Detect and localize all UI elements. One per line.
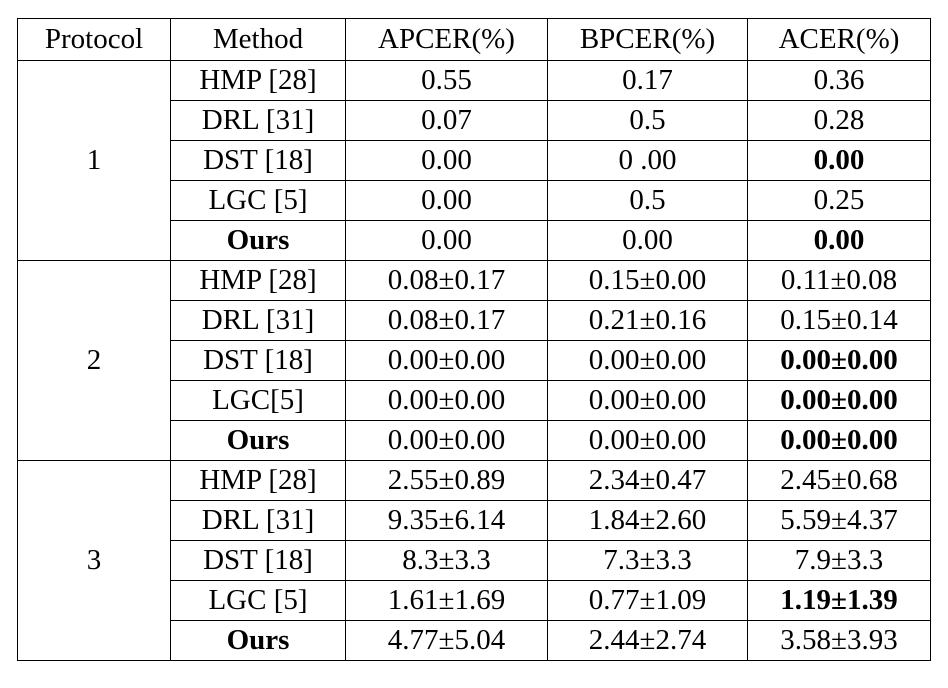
value-cell: 4.77±5.04 xyxy=(345,620,548,661)
value-cell: 0.00 xyxy=(345,180,548,221)
value-cell: 0.00 xyxy=(747,140,931,181)
value-cell: 0.25 xyxy=(747,180,931,221)
value-cell: 7.3±3.3 xyxy=(547,540,748,581)
value-cell: 0.5 xyxy=(547,180,748,221)
value-cell: 0.00±0.00 xyxy=(547,380,748,421)
value-cell: 0.00±0.00 xyxy=(345,380,548,421)
method-cell: DST [18] xyxy=(170,340,346,381)
value-cell: 0.00 xyxy=(747,220,931,261)
method-cell: DRL [31] xyxy=(170,500,346,541)
table-row: DST [18] 8.3±3.3 7.3±3.3 7.9±3.3 xyxy=(18,540,931,581)
table-row: DST [18] 0.00±0.00 0.00±0.00 0.00±0.00 xyxy=(18,340,931,381)
value-cell: 0.55 xyxy=(345,60,548,101)
value-cell: 7.9±3.3 xyxy=(747,540,931,581)
protocol-cell: 2 xyxy=(17,260,171,461)
value-cell: 0.5 xyxy=(547,100,748,141)
value-cell: 0.00 xyxy=(345,220,548,261)
value-cell: 2.34±0.47 xyxy=(547,460,748,501)
value-cell: 9.35±6.14 xyxy=(345,500,548,541)
value-cell: 1.61±1.69 xyxy=(345,580,548,621)
value-cell: 0.00±0.00 xyxy=(747,340,931,381)
protocol-cell: 3 xyxy=(17,460,171,661)
value-cell: 0.17 xyxy=(547,60,748,101)
method-cell: LGC[5] xyxy=(170,380,346,421)
value-cell: 2.44±2.74 xyxy=(547,620,748,661)
method-cell: HMP [28] xyxy=(170,60,346,101)
method-cell: DRL [31] xyxy=(170,100,346,141)
header-row: Protocol Method APCER(%) BPCER(%) ACER(%) xyxy=(17,18,931,61)
value-cell: 3.58±3.93 xyxy=(747,620,931,661)
value-cell: 0.00±0.00 xyxy=(747,420,931,461)
value-cell: 8.3±3.3 xyxy=(345,540,548,581)
header-cell: ACER(%) xyxy=(747,18,931,61)
value-cell: 0.28 xyxy=(747,100,931,141)
value-cell: 0.11±0.08 xyxy=(747,260,931,301)
value-cell: 0.77±1.09 xyxy=(547,580,748,621)
value-cell: 0.00±0.00 xyxy=(345,420,548,461)
method-cell: DST [18] xyxy=(170,140,346,181)
value-cell: 0.00 xyxy=(345,140,548,181)
method-cell: LGC [5] xyxy=(170,580,346,621)
method-cell: HMP [28] xyxy=(170,460,346,501)
header-cell: APCER(%) xyxy=(345,18,548,61)
value-cell: 2.55±0.89 xyxy=(345,460,548,501)
value-cell: 0.00 xyxy=(547,220,748,261)
table-row: Ours 4.77±5.04 2.44±2.74 3.58±3.93 xyxy=(18,620,931,661)
header-cell: Method xyxy=(170,18,346,61)
value-cell: 1.84±2.60 xyxy=(547,500,748,541)
header-cell: BPCER(%) xyxy=(547,18,748,61)
value-cell: 0.15±0.14 xyxy=(747,300,931,341)
method-cell: DST [18] xyxy=(170,540,346,581)
table-row: DRL [31] 0.08±0.17 0.21±0.16 0.15±0.14 xyxy=(18,300,931,341)
value-cell: 0.08±0.17 xyxy=(345,260,548,301)
value-cell: 2.45±0.68 xyxy=(747,460,931,501)
method-cell: HMP [28] xyxy=(170,260,346,301)
method-cell: Ours xyxy=(170,220,346,261)
value-cell: 0.36 xyxy=(747,60,931,101)
method-cell: Ours xyxy=(170,620,346,661)
value-cell: 1.19±1.39 xyxy=(747,580,931,621)
table-row: 3 HMP [28] 2.55±0.89 2.34±0.47 2.45±0.68 xyxy=(17,460,931,661)
protocol-cell: 1 xyxy=(17,60,171,261)
value-cell: 0.15±0.00 xyxy=(547,260,748,301)
method-cell: DRL [31] xyxy=(170,300,346,341)
table-row: Ours 0.00 0.00 0.00 xyxy=(18,220,931,261)
value-cell: 0.08±0.17 xyxy=(345,300,548,341)
table-row: LGC [5] 1.61±1.69 0.77±1.09 1.19±1.39 xyxy=(18,580,931,621)
header-cell: Protocol xyxy=(17,18,171,61)
value-cell: 0.00±0.00 xyxy=(547,420,748,461)
value-cell: 0.00±0.00 xyxy=(547,340,748,381)
value-cell: 0.00±0.00 xyxy=(747,380,931,421)
value-cell: 0.07 xyxy=(345,100,548,141)
value-cell: 5.59±4.37 xyxy=(747,500,931,541)
value-cell: 0 .00 xyxy=(547,140,748,181)
table-row: DRL [31] 9.35±6.14 1.84±2.60 5.59±4.37 xyxy=(18,500,931,541)
table-row: LGC [5] 0.00 0.5 0.25 xyxy=(18,180,931,221)
value-cell: 0.00±0.00 xyxy=(345,340,548,381)
method-cell: Ours xyxy=(170,420,346,461)
table-row: 1 HMP [28] 0.55 0.17 0.36 xyxy=(17,60,931,261)
value-cell: 0.21±0.16 xyxy=(547,300,748,341)
table-row: LGC[5] 0.00±0.00 0.00±0.00 0.00±0.00 xyxy=(18,380,931,421)
method-cell: LGC [5] xyxy=(170,180,346,221)
table-row: 2 HMP [28] 0.08±0.17 0.15±0.00 0.11±0.08 xyxy=(17,260,931,461)
